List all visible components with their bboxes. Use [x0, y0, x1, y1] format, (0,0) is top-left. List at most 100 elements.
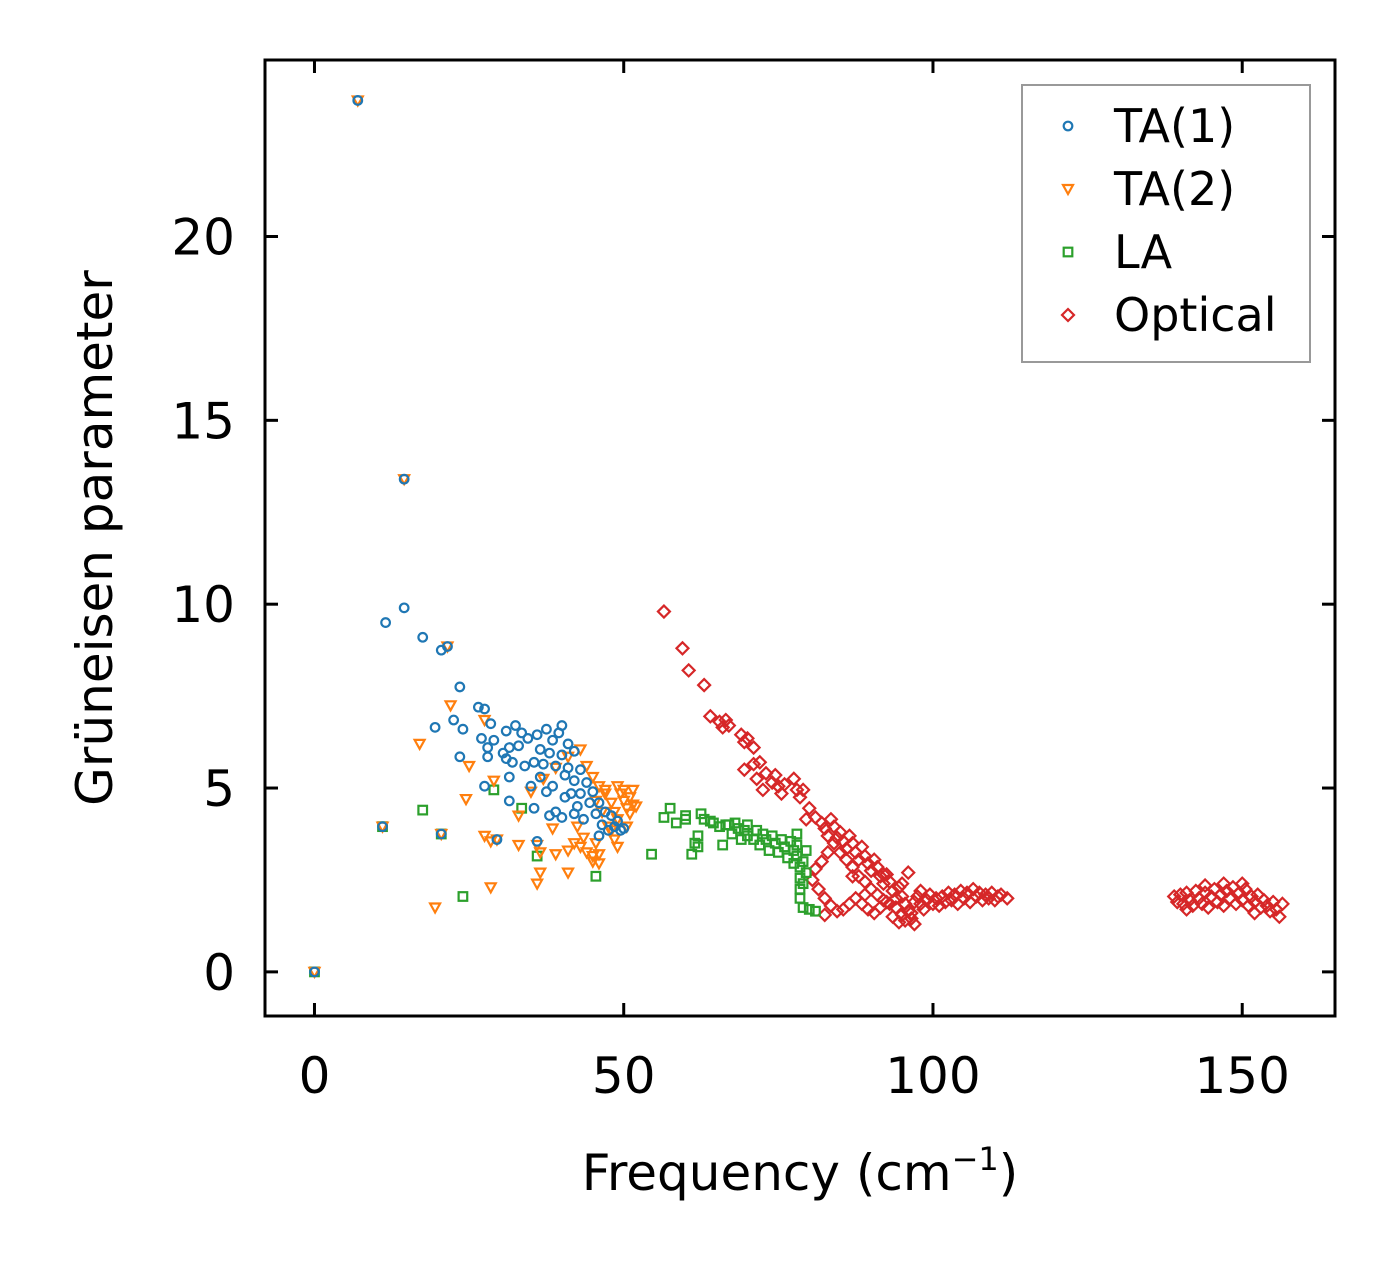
legend-marker	[1062, 120, 1074, 132]
data-point	[598, 784, 613, 798]
data-point	[894, 876, 910, 892]
data-point	[680, 810, 691, 822]
data-point	[900, 865, 916, 881]
data-point	[829, 903, 845, 919]
data-point	[442, 641, 453, 652]
data-point	[845, 868, 861, 884]
data-point	[443, 700, 458, 713]
axes: 0 50 100 150 0 5 10 15 20	[171, 60, 1335, 1105]
data-point	[575, 788, 586, 799]
data-point	[795, 782, 811, 798]
data-point	[797, 878, 809, 890]
data-point	[664, 802, 676, 814]
data-point	[459, 793, 473, 807]
data-point	[544, 810, 555, 822]
data-point	[533, 867, 548, 880]
data-point	[412, 738, 427, 752]
data-point	[610, 814, 625, 827]
data-point	[547, 780, 559, 792]
data-point	[516, 727, 528, 739]
series-ta-1-	[309, 95, 630, 978]
data-point	[746, 740, 762, 756]
data-point	[692, 830, 704, 842]
data-point	[1274, 896, 1290, 912]
data-point	[533, 847, 548, 860]
data-point	[1259, 898, 1275, 914]
data-point	[863, 863, 879, 879]
data-point	[810, 905, 821, 917]
data-point	[598, 788, 613, 801]
legend-label: TA(1)	[1113, 99, 1235, 153]
data-point	[791, 828, 803, 840]
data-point	[534, 744, 546, 755]
data-point	[585, 850, 600, 864]
data-point	[612, 815, 623, 827]
data-point	[810, 881, 827, 897]
data-point	[1216, 876, 1232, 892]
data-point	[758, 765, 774, 781]
data-point	[803, 903, 815, 915]
data-point	[879, 894, 895, 910]
data-point	[428, 902, 442, 915]
data-point	[1228, 896, 1244, 912]
data-point	[934, 888, 950, 905]
data-point	[712, 714, 728, 730]
data-point	[913, 883, 929, 899]
data-point	[623, 792, 637, 805]
data-point	[482, 751, 494, 763]
data-point	[581, 777, 593, 788]
data-point	[875, 866, 892, 882]
data-point	[488, 734, 500, 746]
data-point	[791, 839, 803, 851]
data-point	[561, 845, 575, 858]
data-point	[525, 780, 537, 792]
data-point	[479, 703, 490, 715]
data-point	[656, 603, 672, 620]
plot-frame	[263, 58, 1337, 1018]
data-point	[472, 701, 484, 713]
data-point	[832, 844, 848, 860]
data-point	[531, 835, 543, 847]
data-point	[596, 819, 608, 831]
data-point	[570, 821, 585, 834]
data-point	[510, 720, 521, 731]
data-point	[1234, 876, 1250, 892]
data-point	[398, 473, 410, 485]
data-point	[794, 861, 806, 873]
data-point	[786, 771, 802, 787]
data-point	[590, 870, 602, 882]
data-point	[767, 767, 783, 783]
data-point	[1247, 905, 1263, 921]
data-point	[800, 845, 812, 856]
data-point	[545, 823, 560, 836]
data-point	[491, 834, 503, 845]
data-point	[937, 894, 953, 910]
data-point	[576, 832, 591, 845]
y-tick-label: 20	[171, 208, 235, 266]
data-point	[999, 890, 1015, 906]
data-point	[511, 839, 526, 853]
data-point	[616, 784, 631, 798]
data-point	[746, 756, 762, 772]
data-point	[476, 732, 487, 744]
data-point	[931, 898, 947, 914]
data-point	[457, 723, 469, 735]
data-point	[742, 819, 753, 831]
data-point	[1166, 888, 1182, 905]
data-point	[550, 760, 562, 772]
data-point	[721, 717, 737, 734]
data-point	[791, 850, 803, 862]
data-point	[916, 901, 932, 917]
data-point	[1262, 903, 1278, 919]
data-point	[1175, 896, 1192, 912]
data-point	[592, 858, 606, 871]
data-point	[448, 714, 460, 726]
data-point	[702, 708, 718, 724]
data-point	[398, 602, 410, 614]
data-point	[519, 760, 531, 772]
data-point	[556, 812, 568, 823]
legend-label: Optical	[1114, 288, 1276, 342]
data-point	[568, 775, 580, 787]
data-point	[1213, 887, 1229, 903]
data-point	[1243, 888, 1260, 905]
